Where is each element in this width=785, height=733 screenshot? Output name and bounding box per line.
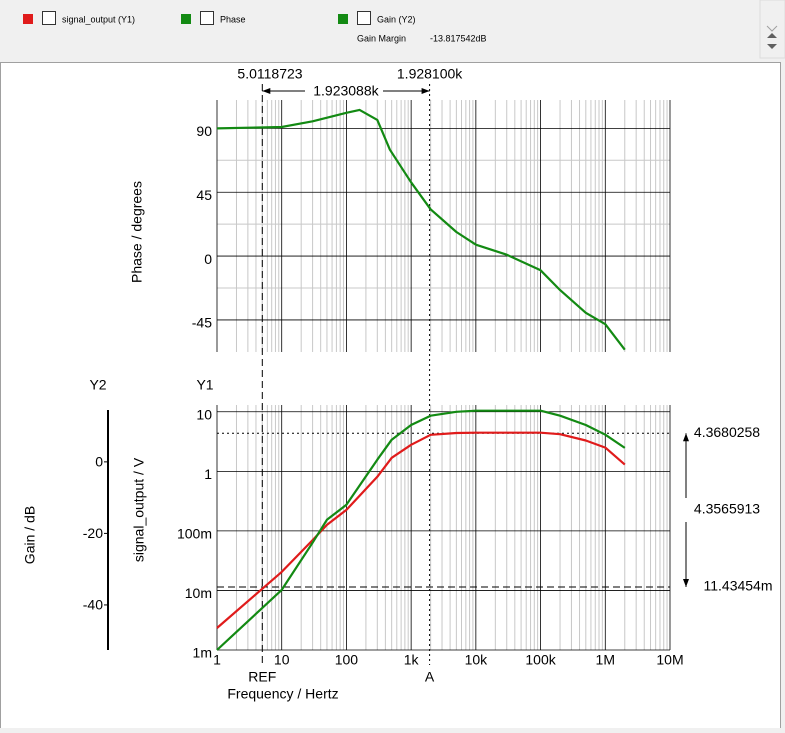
scroll-down[interactable] — [767, 44, 777, 49]
arrow-head — [683, 578, 689, 587]
arrow-head — [421, 88, 430, 94]
gain-margin-value: -13.817542dB — [430, 33, 487, 43]
y2-tick-label: 0 — [95, 454, 103, 470]
x-tick-label: 1 — [213, 652, 221, 668]
legend-swatch — [23, 14, 33, 24]
y-tick-label: 1 — [204, 466, 212, 482]
cursor-name: REF — [248, 669, 276, 685]
y-tick-label: 0 — [204, 251, 212, 267]
header-bar — [0, 0, 785, 58]
y2-tick-label: -20 — [83, 525, 103, 541]
cursor-y-value: 4.3680258 — [694, 424, 760, 440]
y-axis-name: Y1 — [196, 377, 213, 393]
legend-checkbox[interactable] — [200, 11, 214, 25]
x-axis-label: Frequency / Hertz — [227, 686, 338, 702]
y-tick-label: -45 — [192, 315, 212, 331]
scrollbar[interactable] — [759, 0, 785, 59]
x-tick-label: 10 — [274, 652, 290, 668]
y2-tick-label: -40 — [83, 597, 103, 613]
series-line — [216, 409, 626, 651]
x-tick-label: 100k — [525, 652, 556, 668]
y-axis-label: signal_output / V — [131, 457, 147, 562]
cursor-y-value: 11.43454m — [703, 578, 772, 594]
arrow-head — [683, 433, 689, 442]
scroll-arrow — [766, 25, 778, 32]
y-tick-label: 90 — [196, 123, 212, 139]
cursor-name: A — [425, 669, 435, 685]
gain-margin-label: Gain Margin — [357, 33, 406, 43]
arrow-head — [262, 88, 271, 94]
y-tick-label: 10m — [185, 585, 212, 601]
legend-label: signal_output (Y1) — [62, 14, 135, 24]
legend-checkbox[interactable] — [42, 11, 56, 25]
y-tick-label: 100m — [177, 526, 212, 542]
cursor-x-value: 5.0118723 — [237, 66, 302, 82]
cursor-dx: 1.923088k — [313, 83, 379, 99]
legend-label: Phase — [220, 14, 246, 24]
y-axis-label: Phase / degrees — [129, 181, 145, 283]
y-tick-label: 10 — [196, 406, 212, 422]
y2-axis-label: Gain / dB — [22, 506, 38, 564]
series-line — [216, 108, 626, 351]
y2-axis-name: Y2 — [89, 377, 106, 393]
cursor-x-value: 1.928100k — [397, 66, 463, 82]
legend-checkbox[interactable] — [357, 11, 371, 25]
x-tick-label: 1M — [596, 652, 615, 668]
x-tick-label: 100 — [335, 652, 359, 668]
y-tick-label: 45 — [196, 187, 212, 203]
scroll-up[interactable] — [767, 33, 777, 38]
legend-label: Gain (Y2) — [377, 14, 416, 24]
x-tick-label: 10k — [465, 652, 489, 668]
y-tick-label: 1m — [193, 645, 212, 661]
x-tick-label: 10M — [656, 652, 683, 668]
legend-swatch — [181, 14, 191, 24]
cursor-dy: 4.3565913 — [694, 501, 760, 517]
x-tick-label: 1k — [404, 652, 420, 668]
legend-swatch — [338, 14, 348, 24]
